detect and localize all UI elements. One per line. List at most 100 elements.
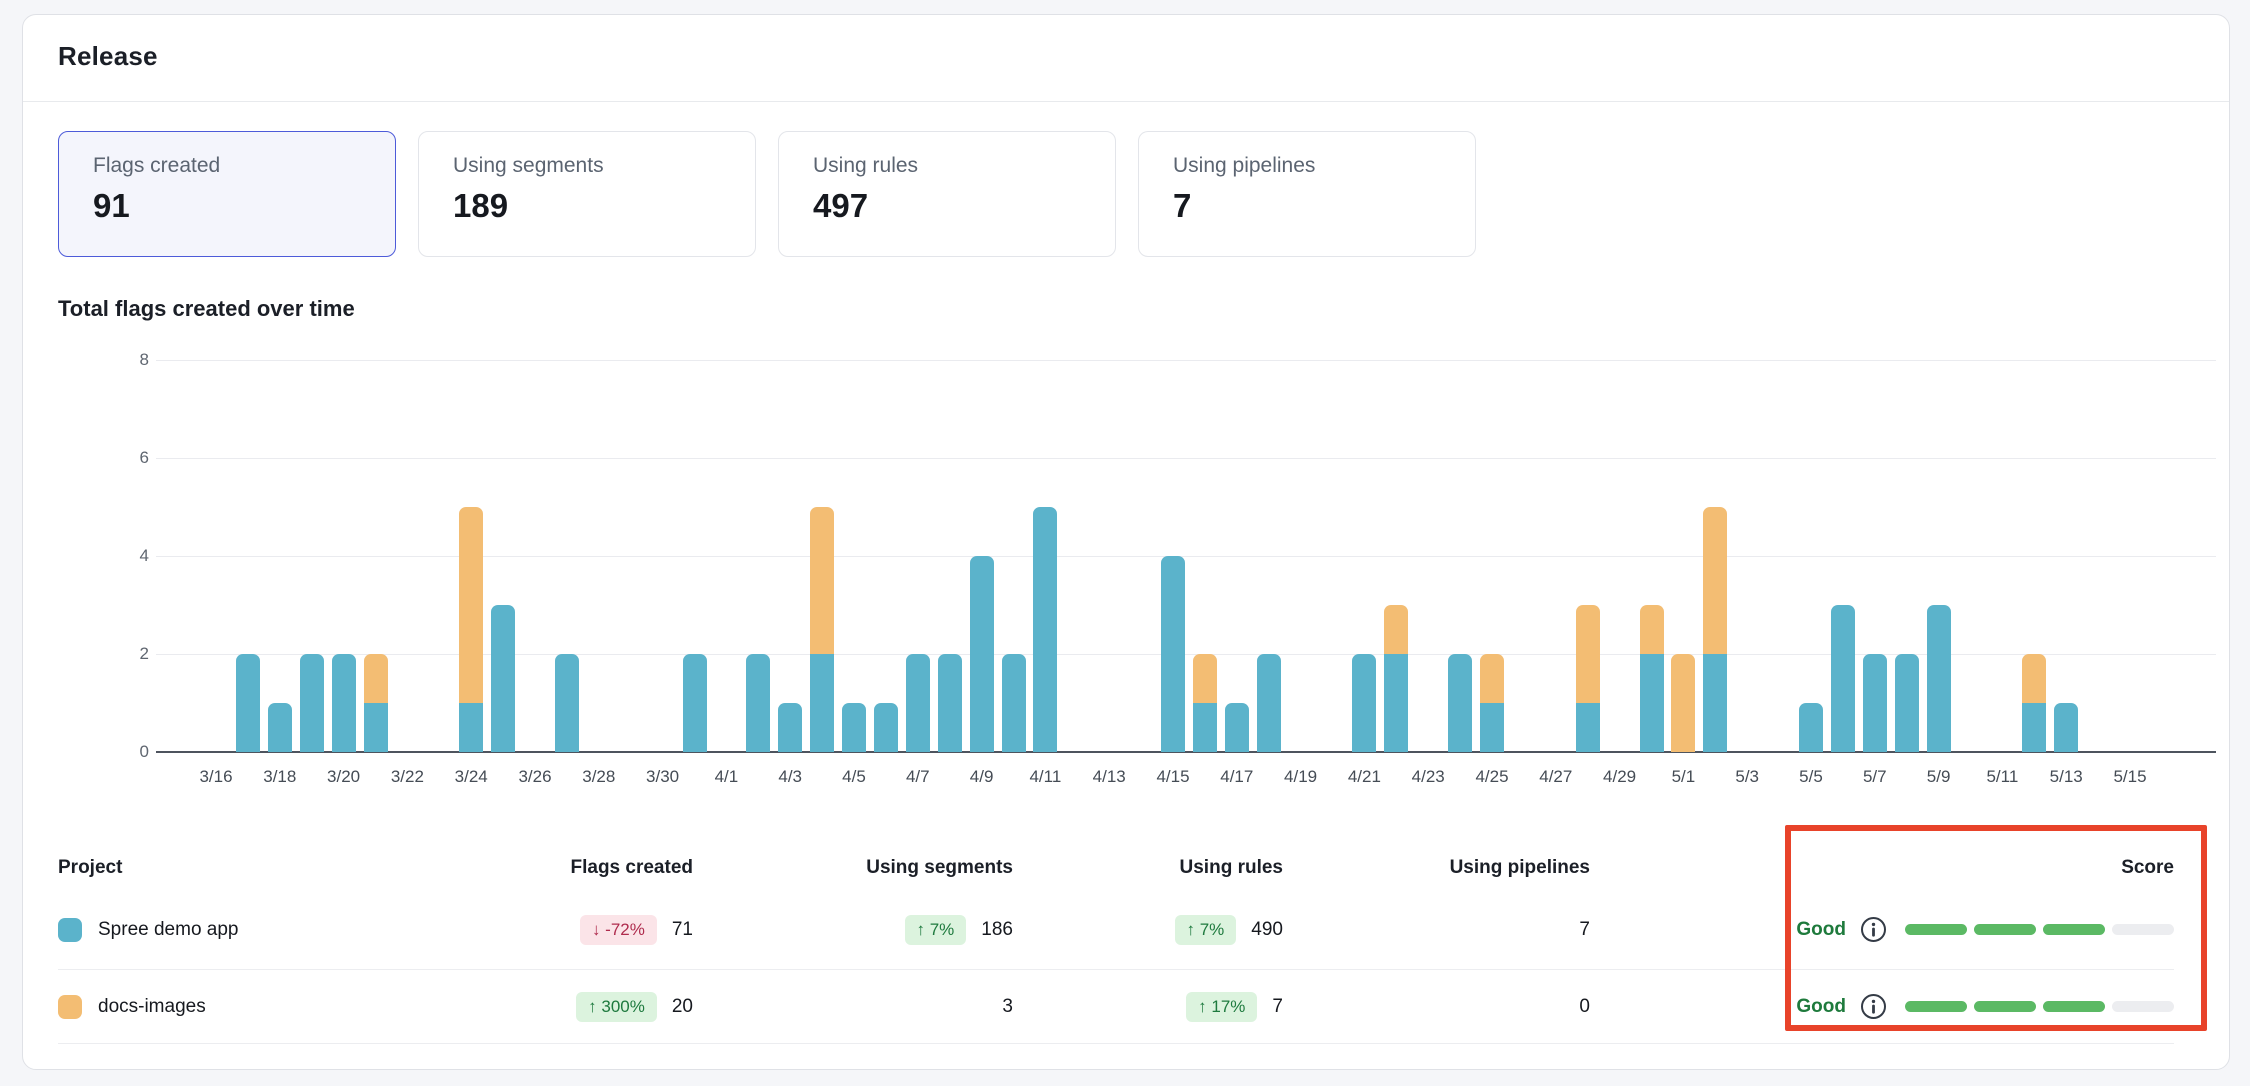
bar-4-18[interactable] — [1256, 654, 1281, 752]
bar-4-15[interactable] — [1161, 556, 1185, 752]
bar-4-4[interactable] — [810, 507, 835, 752]
bar-4-7[interactable] — [905, 654, 930, 752]
col-header-using-pipelines: Using pipelines — [1449, 857, 1590, 878]
col-header-using-rules: Using rules — [1179, 857, 1283, 878]
bar-segment-spree-demo-app — [363, 703, 388, 752]
flags-created-chart: 8 6 4 2 0 3/16 3/18 3/20 3/22 3/24 3/26 3/28 3/30 4/1… — [23, 15, 2231, 835]
metric-card-using-rules[interactable]: Using rules 497 — [778, 131, 1116, 257]
x-axis-tick-label: 3/18 — [263, 767, 297, 786]
info-icon[interactable] — [1860, 916, 1887, 943]
bar-3-18[interactable] — [267, 703, 292, 752]
bar-4-8[interactable] — [937, 654, 962, 752]
bar-segment-spree-demo-app — [299, 654, 324, 752]
bar-4-6[interactable] — [873, 703, 898, 752]
bar-4-22[interactable] — [1384, 605, 1409, 752]
bar-5-13[interactable] — [2054, 703, 2079, 752]
bar-3-25[interactable] — [491, 605, 516, 752]
bar-3-31[interactable] — [682, 654, 707, 752]
bar-3-27[interactable] — [554, 654, 579, 752]
x-axis-tick-label: 4/3 — [778, 767, 802, 786]
bar-5-7[interactable] — [1862, 654, 1887, 752]
bar-segment-spree-demo-app — [1830, 605, 1855, 752]
bar-4-3[interactable] — [778, 703, 803, 752]
bar-segment-spree-demo-app — [1384, 654, 1409, 752]
bar-segment-spree-demo-app — [1862, 654, 1887, 752]
metric-card-value: 189 — [453, 187, 509, 224]
using-rules-cell: ↑ 7% 490 — [1013, 914, 1283, 945]
bar-4-9[interactable] — [969, 556, 994, 752]
bar-3-17[interactable] — [235, 654, 260, 752]
trend-badge-up: ↑ 300% — [576, 991, 657, 1022]
bar-4-24[interactable] — [1448, 654, 1473, 752]
score-meter — [1905, 924, 2174, 935]
y-axis-tick-label: 2 — [139, 644, 149, 663]
bar-segment-spree-demo-app — [331, 654, 356, 752]
metric-card-flags-created[interactable]: Flags created 91 — [58, 131, 396, 257]
score-segment-empty — [2112, 924, 2174, 935]
gridline — [156, 654, 2216, 655]
bar-segment-spree-demo-app — [1033, 507, 1058, 752]
bar-segment-spree-demo-app — [1926, 605, 1951, 752]
x-axis-tick-label: 3/16 — [199, 767, 233, 786]
score-segment-filled — [1974, 924, 2036, 935]
header-divider — [23, 101, 2229, 102]
using-pipelines-cell: 0 — [1283, 996, 1590, 1018]
bar-segment-spree-demo-app — [937, 654, 962, 752]
metric-card-value: 7 — [1173, 187, 1192, 224]
bar-5-5[interactable] — [1799, 703, 1823, 752]
bar-4-17[interactable] — [1224, 703, 1249, 752]
bar-4-2[interactable] — [746, 654, 771, 752]
bar-segment-docs-images — [810, 507, 835, 654]
chart-title: Total flags created over time — [58, 296, 355, 321]
x-axis-tick-label: 3/28 — [582, 767, 616, 786]
bar-4-5[interactable] — [842, 703, 866, 752]
metric-value: 7 — [1272, 995, 1283, 1017]
x-axis-tick-label: 4/11 — [1029, 767, 1062, 786]
score-label: Good — [1796, 918, 1846, 940]
metric-card-using-pipelines[interactable]: Using pipelines 7 — [1138, 131, 1476, 257]
bar-4-28[interactable] — [1575, 605, 1600, 752]
bar-segment-docs-images — [1575, 605, 1600, 703]
bar-5-6[interactable] — [1830, 605, 1855, 752]
trend-badge-up: ↑ 7% — [904, 914, 967, 945]
score-label: Good — [1796, 995, 1846, 1017]
bar-segment-spree-demo-app — [1894, 654, 1919, 752]
bar-4-11[interactable] — [1033, 507, 1058, 752]
bar-3-20[interactable] — [331, 654, 356, 752]
bar-segment-spree-demo-app — [1480, 703, 1504, 752]
bar-5-9[interactable] — [1926, 605, 1951, 752]
x-axis-tick-label: 4/13 — [1092, 767, 1126, 786]
bar-4-21[interactable] — [1352, 654, 1377, 752]
bar-segment-spree-demo-app — [267, 703, 292, 752]
project-name: docs-images — [98, 995, 206, 1017]
bar-4-10[interactable] — [1001, 654, 1026, 752]
bar-5-8[interactable] — [1894, 654, 1919, 752]
bar-5-2[interactable] — [1703, 507, 1728, 752]
bar-5-12[interactable] — [2022, 654, 2047, 752]
bar-segment-docs-images — [363, 654, 388, 703]
bar-4-30[interactable] — [1639, 605, 1664, 752]
col-header-score: Score — [2121, 857, 2174, 878]
bar-3-19[interactable] — [299, 654, 324, 752]
bar-segment-spree-demo-app — [1224, 703, 1249, 752]
bar-4-16[interactable] — [1192, 654, 1217, 752]
score-cell: Good — [1590, 916, 2174, 943]
score-segment-filled — [1974, 1001, 2036, 1012]
bar-5-1[interactable] — [1671, 654, 1696, 752]
metric-value: 186 — [981, 918, 1013, 940]
bar-3-24[interactable] — [459, 507, 484, 752]
metric-card-using-segments[interactable]: Using segments 189 — [418, 131, 756, 257]
x-axis-tick-label: 4/5 — [842, 767, 866, 786]
bar-4-25[interactable] — [1480, 654, 1504, 752]
score-segment-empty — [2112, 1001, 2174, 1012]
metric-value: 3 — [1002, 995, 1013, 1017]
score-segment-filled — [1905, 924, 1967, 935]
x-axis-tick-label: 4/29 — [1603, 767, 1637, 786]
info-icon[interactable] — [1860, 993, 1887, 1020]
bar-3-21[interactable] — [363, 654, 388, 752]
x-axis-tick-label: 4/21 — [1347, 767, 1381, 786]
x-axis-tick-label: 4/19 — [1284, 767, 1318, 786]
project-cell: Spree demo app — [58, 917, 453, 942]
projects-table: Project Flags created Using segments Using … — [58, 846, 2174, 1044]
bar-segment-spree-demo-app — [746, 654, 771, 752]
